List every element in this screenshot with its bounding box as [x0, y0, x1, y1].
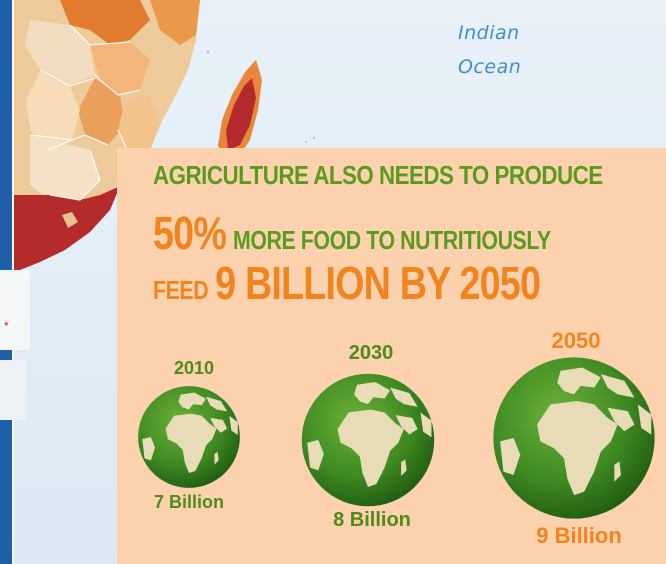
- year-label-2010: 2010: [173, 358, 215, 378]
- globe-africa-icon: [490, 354, 658, 522]
- svg-text:*: *: [4, 319, 9, 333]
- globe-africa-icon: [136, 384, 242, 490]
- ocean-label: Ocean: [458, 56, 522, 78]
- ocean-label: Indian: [458, 22, 520, 44]
- headline-percent: 50%: [153, 207, 227, 259]
- madagascar-map: [218, 60, 262, 162]
- headline-line2: 50% MORE FOOD TO NUTRITIOUSLY: [153, 206, 638, 260]
- year-label-2030: 2030: [348, 342, 394, 364]
- africa-map: [14, 0, 200, 270]
- headline-feed: FEED: [153, 275, 209, 305]
- population-label-2030: 8 Billion: [333, 509, 411, 531]
- infographic-panel: AGRICULTURE ALSO NEEDS TO PRODUCE 50% MO…: [117, 148, 666, 564]
- headline-line3: FEED 9 BILLION BY 2050: [153, 256, 625, 310]
- headline-line2-text: MORE FOOD TO NUTRITIOUSLY: [232, 225, 551, 255]
- year-label-2050: 2050: [551, 328, 601, 353]
- population-label-2010: 7 Billion: [153, 492, 224, 512]
- headline-line1: AGRICULTURE ALSO NEEDS TO PRODUCE: [153, 160, 603, 190]
- globe-africa-icon: [299, 371, 437, 509]
- population-label-2050: 9 Billion: [536, 523, 622, 548]
- headline-billion: 9 BILLION BY 2050: [215, 257, 541, 309]
